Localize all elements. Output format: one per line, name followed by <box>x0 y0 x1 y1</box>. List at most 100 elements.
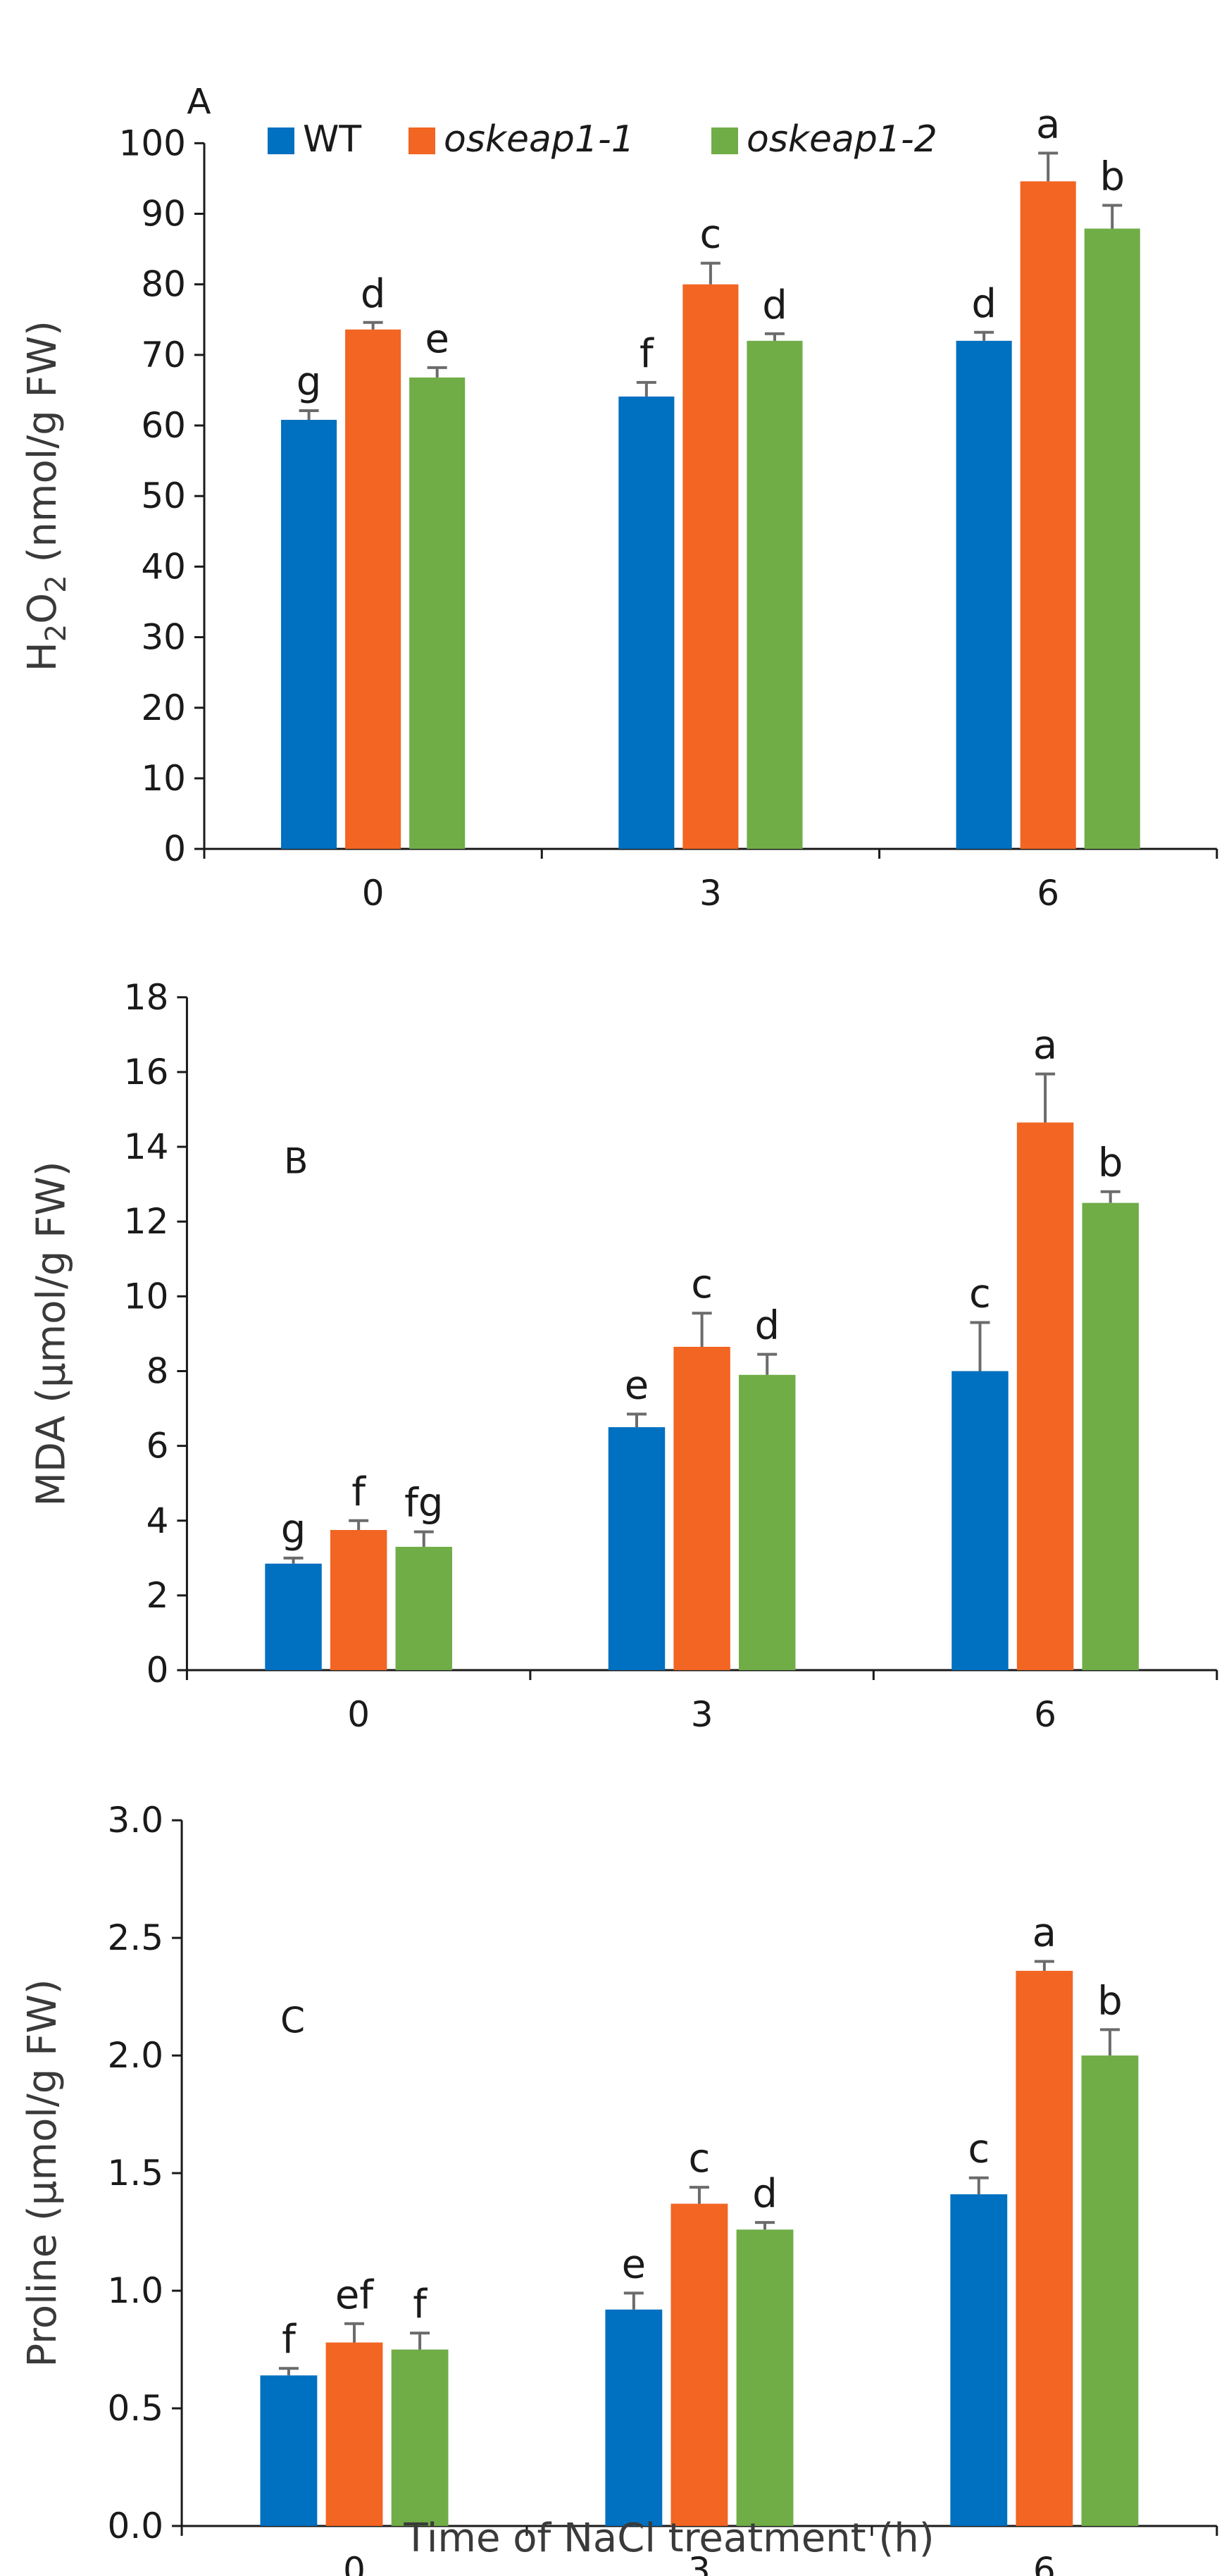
subscript: 2 <box>40 575 73 592</box>
bar-oskeap1-2-0 <box>409 377 466 850</box>
bar-wt-0 <box>281 420 337 850</box>
bar-oskeap1-1-3 <box>682 284 739 850</box>
bar-oskeap1-1-0 <box>345 329 401 850</box>
x-tick-label: 3 <box>699 873 722 914</box>
bar-oskeap1-2-3 <box>736 2229 794 2526</box>
legend-swatch-1 <box>408 127 435 154</box>
bar-wt-3 <box>608 1427 666 1671</box>
panel-a: A01020304050607080901000gde3fcd6dabH2O2 … <box>20 82 1218 914</box>
bar-wt-0 <box>265 1563 322 1671</box>
significance-letter: ef <box>335 2272 374 2318</box>
x-tick-label: 6 <box>1034 1694 1056 1735</box>
legend: WT oskeap1-1 oskeap1-2 <box>268 118 937 161</box>
bar-oskeap1-1-0 <box>330 1530 387 1671</box>
y-tick-label: 0 <box>146 1650 169 1691</box>
y-tick-label: 20 <box>141 687 186 728</box>
x-tick-label: 6 <box>1037 873 1059 914</box>
significance-letter: a <box>1036 101 1060 147</box>
significance-letter: d <box>361 271 386 317</box>
bar-oskeap1-2-6 <box>1084 228 1140 850</box>
bar-wt-3 <box>618 396 675 850</box>
significance-letter: e <box>622 2241 646 2287</box>
bar-oskeap1-1-3 <box>670 2203 728 2526</box>
significance-letter: c <box>691 1262 713 1307</box>
bar-wt-0 <box>260 2375 318 2526</box>
y-axis-title: MDA (μmol/g FW) <box>28 1161 74 1506</box>
significance-letter: a <box>1033 1910 1056 1956</box>
y-tick-label: 2.0 <box>108 2035 164 2076</box>
significance-letter: d <box>971 281 997 327</box>
bar-oskeap1-2-3 <box>739 1374 796 1671</box>
label-part: O <box>20 593 65 624</box>
x-axis-title: Time of NaCl treatment (h) <box>403 2515 934 2561</box>
y-tick-label: 0 <box>163 828 186 869</box>
legend-label-2: oskeap1-2 <box>747 118 937 161</box>
y-tick-label: 50 <box>141 475 186 516</box>
legend-label-0: WT <box>303 118 361 161</box>
x-tick-label: 3 <box>688 2550 711 2576</box>
significance-letter: g <box>297 359 322 405</box>
significance-letter: c <box>689 2136 711 2182</box>
bar-oskeap1-2-0 <box>391 2349 449 2526</box>
y-tick-label: 2 <box>146 1575 169 1616</box>
legend-swatch-0 <box>268 127 294 154</box>
y-tick-label: 18 <box>124 977 169 1018</box>
significance-letter: f <box>413 2282 428 2327</box>
y-tick-label: 40 <box>141 546 186 587</box>
bar-wt-6 <box>952 1371 1009 1671</box>
y-tick-label: 1.0 <box>108 2270 164 2311</box>
x-tick-label: 6 <box>1033 2550 1056 2576</box>
panels: A01020304050607080901000gde3fcd6dabH2O2 … <box>20 82 1218 2576</box>
y-axis-title: H2O2 (nmol/g FW) <box>20 321 73 671</box>
y-tick-label: 1.5 <box>108 2153 164 2194</box>
bar-oskeap1-2-0 <box>395 1546 452 1671</box>
y-tick-label: 70 <box>141 335 186 375</box>
panel-letter: B <box>284 1141 308 1182</box>
significance-letter: fg <box>404 1481 443 1526</box>
x-tick-label: 3 <box>691 1694 713 1735</box>
y-tick-label: 8 <box>146 1350 169 1391</box>
y-tick-label: 3.0 <box>108 1800 164 1841</box>
x-tick-label: 0 <box>347 1694 370 1735</box>
bar-oskeap1-1-6 <box>1016 1970 1073 2526</box>
significance-letter: f <box>282 2317 297 2363</box>
significance-letter: c <box>969 1271 991 1317</box>
significance-letter: g <box>281 1507 306 1553</box>
significance-letter: d <box>754 1303 780 1349</box>
significance-letter: b <box>1099 154 1125 199</box>
y-tick-label: 80 <box>141 264 186 305</box>
legend-label-1: oskeap1-1 <box>444 118 635 161</box>
significance-letter: f <box>351 1469 366 1515</box>
legend-swatch-2 <box>711 127 738 154</box>
bar-wt-3 <box>605 2309 663 2526</box>
y-tick-label: 4 <box>146 1500 169 1541</box>
bar-oskeap1-1-6 <box>1016 1122 1074 1671</box>
panel-letter: C <box>280 2000 305 2041</box>
significance-letter: d <box>762 282 787 328</box>
significance-letter: f <box>640 331 654 377</box>
y-tick-label: 14 <box>124 1126 169 1167</box>
y-tick-label: 0.5 <box>108 2388 164 2429</box>
significance-letter: d <box>752 2171 778 2217</box>
x-tick-label: 0 <box>343 2550 366 2576</box>
y-tick-label: 30 <box>141 617 186 658</box>
significance-letter: b <box>1097 1978 1123 2024</box>
significance-letter: c <box>968 2127 990 2172</box>
x-tick-label: 0 <box>362 873 385 914</box>
bar-oskeap1-2-3 <box>747 340 803 850</box>
y-tick-label: 12 <box>124 1201 169 1242</box>
bar-wt-6 <box>956 340 1012 850</box>
y-tick-label: 16 <box>124 1052 169 1093</box>
bar-oskeap1-2-6 <box>1081 2055 1139 2526</box>
y-tick-label: 60 <box>141 405 186 446</box>
y-tick-label: 90 <box>141 193 186 234</box>
y-tick-label: 6 <box>146 1426 169 1467</box>
bar-wt-6 <box>950 2194 1008 2526</box>
label-part: (nmol/g FW) <box>20 321 65 575</box>
subscript: 2 <box>40 624 73 642</box>
bar-oskeap1-1-6 <box>1020 181 1076 850</box>
y-axis-title: Proline (μmol/g FW) <box>20 1979 65 2367</box>
significance-letter: a <box>1033 1023 1057 1069</box>
